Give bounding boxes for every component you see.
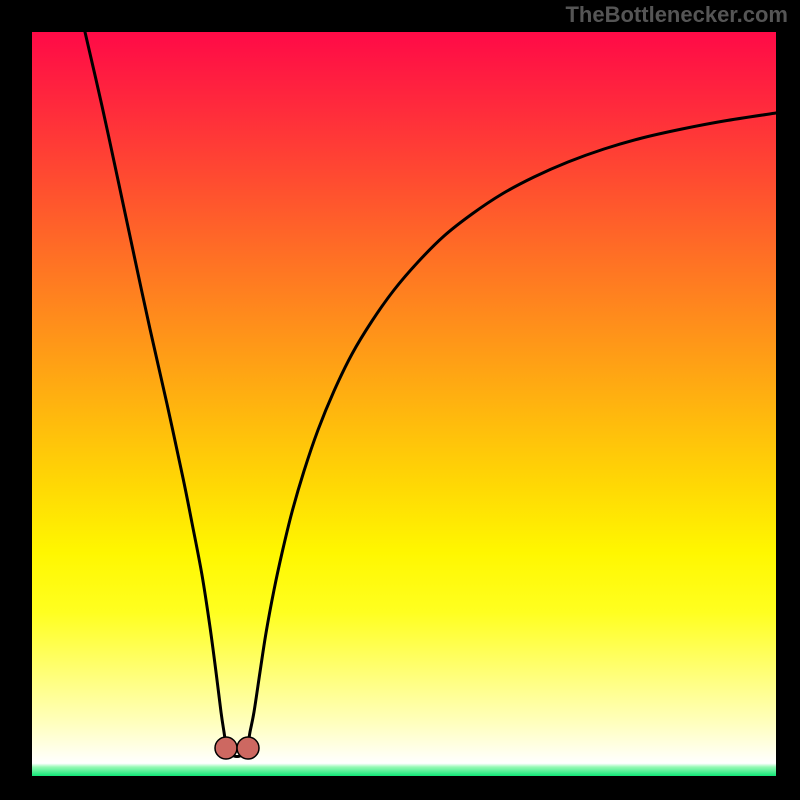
gradient-background <box>32 32 776 776</box>
chart-root: TheBottlenecker.com <box>0 0 800 800</box>
gradient-and-curve-svg <box>32 32 776 776</box>
marker-dot <box>237 737 259 759</box>
watermark-text: TheBottlenecker.com <box>565 0 788 30</box>
plot-area <box>32 32 776 776</box>
marker-dot <box>215 737 237 759</box>
